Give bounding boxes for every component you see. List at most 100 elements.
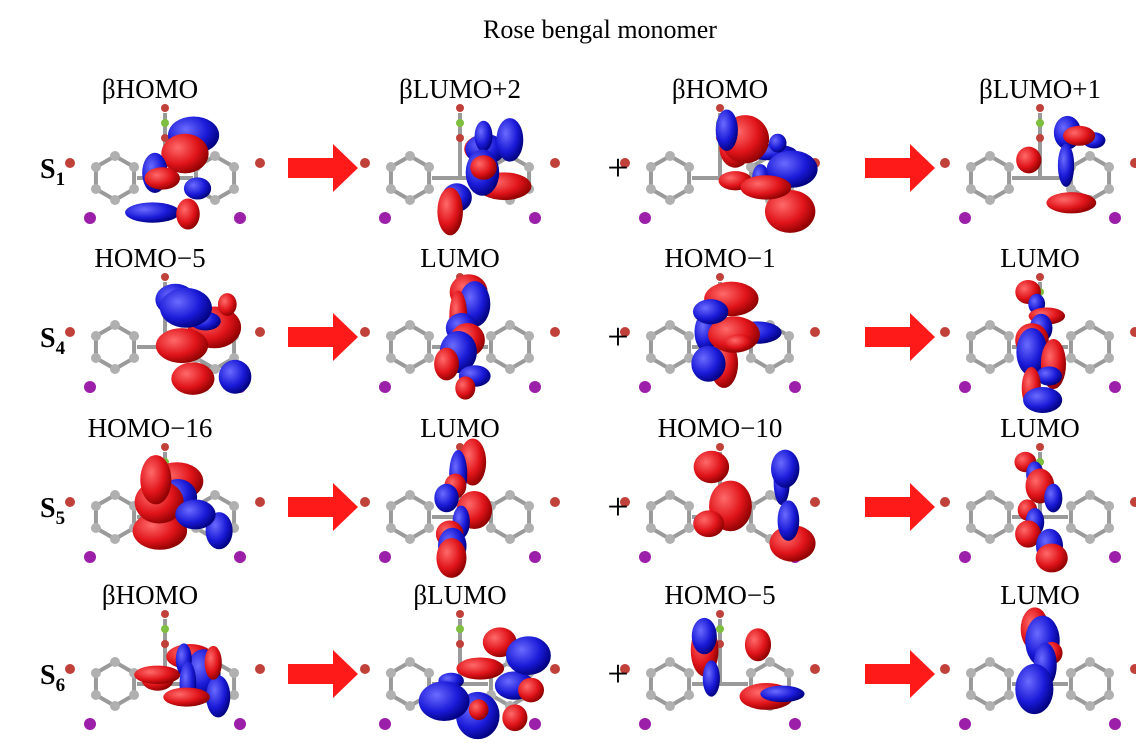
orbital-lobe: [694, 451, 729, 484]
atom: [1130, 497, 1136, 507]
atom: [524, 501, 534, 511]
orbital-lobe: [778, 500, 800, 541]
atom: [486, 523, 496, 533]
atom: [966, 184, 976, 194]
atom: [966, 523, 976, 533]
atom: [424, 523, 434, 533]
orbital-lobe: [725, 334, 754, 351]
atom: [386, 353, 396, 363]
atom: [1085, 701, 1095, 711]
orbital-lobe: [691, 346, 725, 382]
orbital-lobe: [434, 484, 458, 512]
molecule-image: [360, 273, 560, 400]
atom: [966, 501, 976, 511]
orbital-label: βHOMO: [672, 74, 768, 104]
atom: [684, 523, 694, 533]
orbital-lobe: [175, 500, 215, 530]
atom: [639, 551, 651, 563]
atom: [386, 523, 396, 533]
atom: [524, 162, 534, 172]
atom: [959, 212, 971, 224]
orbital-lobe: [506, 636, 551, 675]
atom: [1130, 158, 1136, 168]
atom: [456, 625, 464, 633]
atom: [1130, 664, 1136, 674]
atom: [1036, 134, 1044, 142]
atom: [456, 134, 464, 142]
state-letter: S: [40, 493, 56, 524]
atom: [360, 664, 370, 674]
atom: [789, 381, 801, 393]
atom: [1004, 690, 1014, 700]
molecule-image: [940, 607, 1136, 730]
atom: [229, 184, 239, 194]
state-label: S4: [40, 323, 66, 359]
atom: [1104, 162, 1114, 172]
atom: [665, 701, 675, 711]
atom: [639, 212, 651, 224]
atom: [1104, 690, 1114, 700]
orbital-lobe: [760, 686, 804, 703]
atom: [665, 657, 675, 667]
orbital-label: LUMO: [1000, 580, 1080, 610]
atom: [959, 718, 971, 730]
atom: [959, 381, 971, 393]
atom: [665, 490, 675, 500]
atom: [110, 320, 120, 330]
atom: [210, 151, 220, 161]
atom: [529, 551, 541, 563]
atom: [1066, 690, 1076, 700]
atom: [486, 331, 496, 341]
atom: [379, 551, 391, 563]
atom: [505, 490, 515, 500]
orbital-lobe: [1036, 544, 1068, 573]
molecule-image: [620, 443, 820, 563]
state-letter: S: [40, 323, 56, 354]
atom: [1066, 331, 1076, 341]
arrow: [288, 313, 358, 361]
arrow: [288, 650, 358, 698]
orbital-lobe: [455, 376, 475, 399]
molecule-image: [360, 610, 560, 739]
atom: [486, 353, 496, 363]
atom: [84, 718, 96, 730]
atom: [746, 668, 756, 678]
state-letter: S: [40, 660, 56, 691]
atom: [1109, 212, 1121, 224]
atom: [1109, 381, 1121, 393]
orbital-lobe: [1044, 484, 1062, 513]
atom: [424, 501, 434, 511]
atom: [405, 490, 415, 500]
state-label: S6: [40, 660, 65, 696]
atom: [1109, 551, 1121, 563]
orbital-lobe: [740, 175, 791, 199]
atom: [161, 104, 169, 112]
atom: [639, 718, 651, 730]
atom: [765, 490, 775, 500]
atom: [91, 184, 101, 194]
atom: [810, 497, 820, 507]
atom: [524, 523, 534, 533]
arrow: [288, 483, 358, 531]
state-label: S1: [40, 154, 65, 190]
atom: [1085, 320, 1095, 330]
atom: [255, 664, 265, 674]
atom: [1004, 668, 1014, 678]
atom: [405, 320, 415, 330]
atom: [84, 381, 96, 393]
atom: [1104, 523, 1114, 533]
orbital-lobe: [1015, 664, 1053, 714]
atom: [386, 501, 396, 511]
molecule-image: [360, 438, 560, 577]
atom: [985, 195, 995, 205]
atom: [1036, 443, 1044, 451]
arrow: [288, 144, 358, 192]
atom: [161, 610, 169, 618]
atom: [646, 501, 656, 511]
atom: [940, 158, 950, 168]
atom: [684, 668, 694, 678]
atom: [1104, 501, 1114, 511]
atom: [940, 497, 950, 507]
orbital-label: LUMO: [420, 413, 500, 443]
atom: [505, 534, 515, 544]
